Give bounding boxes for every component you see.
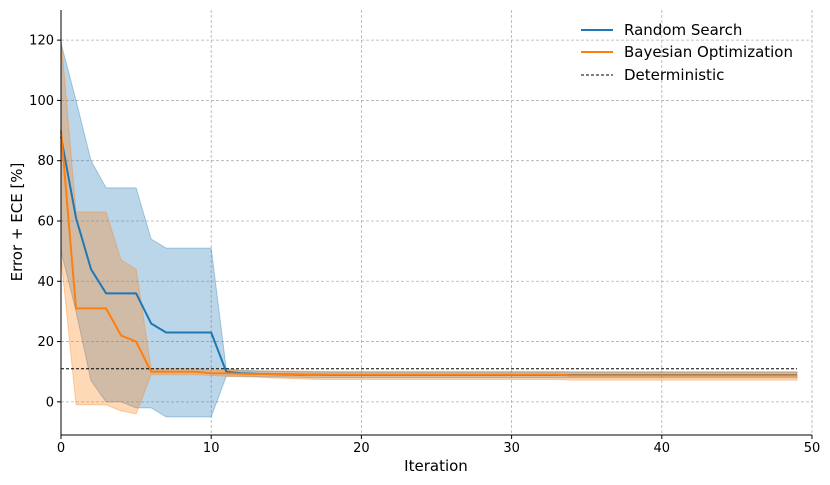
x-tick-label: 30 bbox=[503, 441, 520, 456]
y-tick-label: 80 bbox=[37, 154, 54, 169]
y-axis-label: Error + ECE [%] bbox=[8, 163, 26, 282]
band-random-search bbox=[60, 43, 798, 418]
legend-label-bayesian-optimization: Bayesian Optimization bbox=[624, 43, 793, 61]
y-tick-label: 20 bbox=[37, 335, 54, 350]
series-lines bbox=[60, 130, 797, 377]
y-tick-label: 0 bbox=[46, 395, 54, 410]
x-tick-label: 0 bbox=[57, 441, 65, 456]
legend-label-random-search: Random Search bbox=[624, 21, 742, 39]
x-axis-label: Iteration bbox=[404, 457, 468, 475]
x-tick-label: 20 bbox=[353, 441, 370, 456]
y-tick-label: 100 bbox=[29, 94, 54, 109]
x-tick-label: 50 bbox=[804, 441, 821, 456]
tick-labels: 0 10 20 30 40 50 0 20 40 60 80 100 120 bbox=[29, 34, 820, 456]
x-tick-label: 40 bbox=[654, 441, 671, 456]
legend: Random Search Bayesian Optimization Dete… bbox=[581, 21, 793, 84]
x-tick-label: 10 bbox=[203, 441, 220, 456]
line-bayesian-optimization bbox=[60, 130, 797, 377]
y-tick-label: 40 bbox=[37, 275, 54, 290]
y-tick-label: 120 bbox=[29, 34, 54, 49]
confidence-bands bbox=[60, 37, 798, 418]
axes bbox=[57, 10, 813, 439]
grid bbox=[60, 10, 813, 435]
y-tick-label: 60 bbox=[37, 214, 54, 229]
legend-label-deterministic: Deterministic bbox=[624, 66, 724, 84]
